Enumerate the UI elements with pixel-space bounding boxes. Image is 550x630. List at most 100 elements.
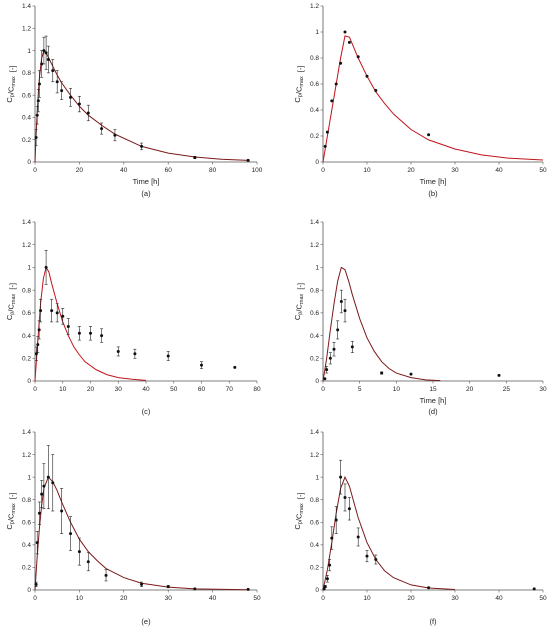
- data-point: [34, 352, 38, 356]
- x-tick-label: 25: [503, 386, 511, 393]
- x-tick-label: 30: [165, 595, 173, 602]
- y-tick-label: 1.2: [22, 242, 31, 249]
- y-axis-title: Cp/Cmax [-]: [293, 65, 305, 102]
- y-tick-label: 1.2: [310, 3, 319, 10]
- data-point: [334, 518, 338, 522]
- data-point: [89, 331, 92, 335]
- data-point: [343, 495, 347, 499]
- data-point: [356, 535, 360, 539]
- data-point: [100, 334, 104, 338]
- y-tick-label: 0.4: [22, 542, 31, 549]
- x-axis-title: Time [h]: [420, 396, 447, 405]
- data-point: [46, 57, 50, 61]
- data-point: [343, 30, 347, 34]
- data-point: [347, 507, 351, 511]
- y-tick-label: 0.4: [310, 107, 319, 114]
- data-point: [246, 587, 250, 591]
- data-point: [35, 541, 39, 545]
- data-point: [40, 62, 44, 66]
- data-point: [328, 563, 332, 567]
- data-point: [409, 372, 413, 376]
- y-tick-label: 1: [315, 29, 319, 36]
- data-point: [334, 82, 338, 86]
- data-point: [233, 365, 237, 369]
- data-point: [55, 311, 59, 315]
- panel-label: (f): [429, 617, 437, 626]
- y-tick-label: 0: [27, 378, 31, 385]
- data-point: [427, 586, 431, 590]
- panel-label: (a): [141, 189, 151, 198]
- x-tick-label: 70: [226, 386, 234, 393]
- data-point: [166, 585, 170, 589]
- y-tick-label: 0.6: [22, 310, 31, 317]
- panel-label: (d): [428, 407, 438, 416]
- x-tick-label: 0: [321, 386, 325, 393]
- data-point: [336, 328, 340, 332]
- data-point: [347, 40, 351, 44]
- x-tick-label: 5: [358, 386, 362, 393]
- chart-panel-3: 0 10 20 30 40 50 60 70 80 0 0.2 0.4 0.6 0.8 1 1.2 1.4 Cp/…: [5, 219, 261, 416]
- data-point: [42, 484, 46, 488]
- x-tick-label: 10: [393, 386, 401, 393]
- x-tick-label: 30: [539, 386, 547, 393]
- data-point: [40, 492, 44, 496]
- data-point: [51, 69, 55, 73]
- y-tick-label: 0.2: [22, 137, 31, 144]
- model-curve: [34, 476, 249, 591]
- model-curve: [34, 266, 147, 382]
- data-point: [374, 558, 378, 562]
- x-tick-label: 10: [363, 595, 371, 602]
- x-tick-label: 30: [451, 167, 459, 174]
- x-axis-title: Time [h]: [420, 177, 447, 186]
- data-point: [55, 80, 59, 84]
- x-tick-label: 15: [429, 386, 437, 393]
- data-point: [66, 324, 70, 328]
- y-tick-label: 0: [315, 378, 319, 385]
- x-tick-label: 0: [321, 595, 325, 602]
- y-tick-label: 1.4: [310, 219, 319, 226]
- x-tick-label: 30: [451, 595, 459, 602]
- y-tick-label: 0.8: [310, 55, 319, 62]
- y-axis-title: Cp/Cmax [-]: [5, 283, 17, 320]
- x-tick-label: 0: [33, 595, 37, 602]
- y-tick-label: 0.8: [22, 287, 31, 294]
- y-tick-label: 1: [27, 265, 31, 272]
- y-tick-label: 0.4: [22, 333, 31, 340]
- y-tick-label: 0.4: [310, 333, 319, 340]
- model-curve: [322, 475, 456, 591]
- x-tick-label: 50: [253, 595, 261, 602]
- x-tick-label: 40: [209, 595, 217, 602]
- data-point: [46, 475, 50, 479]
- y-tick-label: 1.2: [22, 452, 31, 459]
- data-point: [200, 363, 203, 367]
- data-point: [60, 89, 64, 93]
- y-tick-label: 0.2: [22, 565, 31, 572]
- x-tick-label: 80: [253, 386, 261, 393]
- data-point: [325, 577, 329, 581]
- data-point: [380, 371, 384, 375]
- data-point: [427, 133, 431, 137]
- data-point: [322, 587, 326, 591]
- y-tick-label: 0.8: [22, 497, 31, 504]
- data-point: [35, 113, 39, 117]
- y-axis-title: Cp/Cmax [-]: [293, 492, 305, 529]
- data-point: [42, 49, 46, 53]
- data-point: [44, 51, 48, 55]
- x-tick-label: 80: [209, 167, 217, 174]
- data-point: [328, 356, 332, 360]
- data-point: [39, 309, 43, 313]
- x-tick-label: 0: [33, 167, 37, 174]
- data-point: [332, 347, 336, 351]
- data-point: [61, 314, 65, 318]
- y-tick-label: 1.4: [22, 219, 31, 226]
- data-point: [69, 532, 73, 536]
- y-tick-label: 1.2: [22, 25, 31, 32]
- data-point: [116, 349, 120, 353]
- x-tick-label: 20: [407, 167, 415, 174]
- y-tick-label: 1: [315, 265, 319, 272]
- model-curve: [322, 35, 544, 163]
- y-tick-label: 0.6: [310, 519, 319, 526]
- data-point: [339, 475, 343, 479]
- chart-panel-1: 0 20 40 60 80 100 0 0.2 0.4 0.6 0.8 1 1.2 1.4 Cp/Cmax …: [5, 3, 263, 198]
